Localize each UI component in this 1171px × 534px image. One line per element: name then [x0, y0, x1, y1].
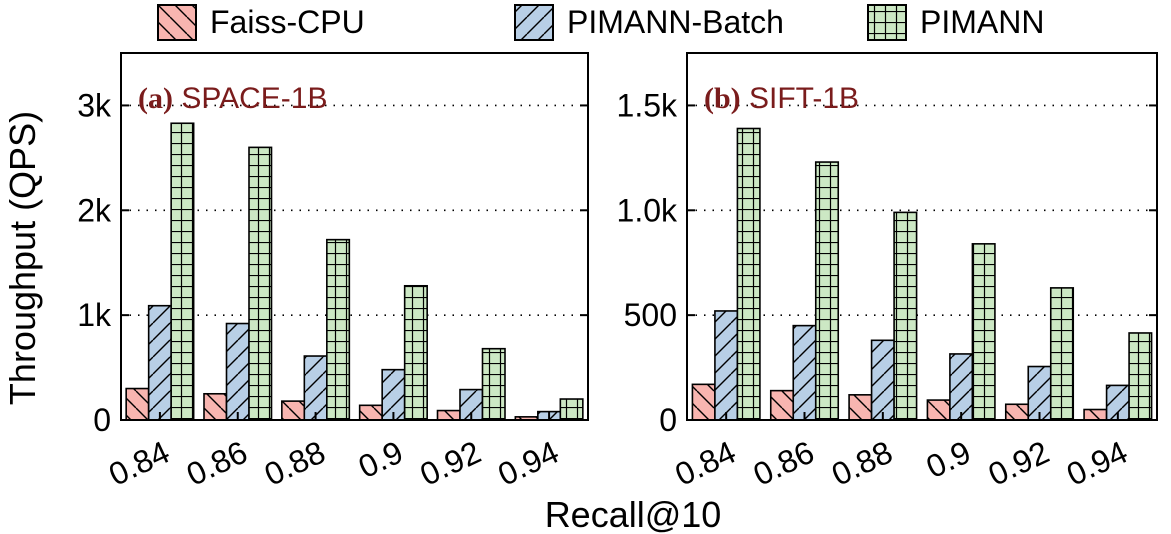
- bar-pimann-batch-0.84: [147, 304, 172, 421]
- x-tick-label-0.9: 0.9: [921, 434, 977, 485]
- x-tick-label-0.86: 0.86: [748, 434, 820, 493]
- bar-faiss-cpu-0.9: [358, 404, 383, 421]
- legend-swatch-pimann: [867, 4, 907, 41]
- bar-pimann-0.86: [814, 161, 840, 421]
- bar-pimann-0.84: [170, 122, 195, 421]
- bar-pimann-0.9: [971, 243, 996, 421]
- bar-pimann-batch-0.9: [949, 353, 974, 421]
- bar-pimann-0.88: [893, 211, 918, 421]
- y-axis-label: Throughput (QPS): [2, 111, 43, 405]
- bar-pimann-0.9: [403, 284, 428, 421]
- bar-faiss-cpu-0.92: [436, 409, 461, 421]
- bar-faiss-cpu-0.88: [281, 400, 306, 421]
- bar-faiss-cpu-0.84: [125, 387, 150, 421]
- panel-space-1b: 0 1k 2k 3k 0.84 0.86 0.88 0.9 0.92 0.94 (a) SPACE-…: [77, 52, 589, 493]
- x-tick-label-0.92: 0.92: [983, 434, 1055, 493]
- bar-pimann-batch-0.88: [870, 339, 895, 421]
- legend-label-pimann: PIMANN: [920, 4, 1044, 40]
- bar-pimann-0.92: [1049, 287, 1075, 421]
- bar-faiss-cpu-0.88: [848, 394, 873, 421]
- bar-faiss-cpu-0.9: [926, 399, 951, 421]
- y-tick-label-1: 500: [624, 297, 677, 333]
- panel-title-name: SPACE-1B: [173, 82, 328, 115]
- legend-item-pimann-batch: PIMANN-Batch: [514, 4, 784, 41]
- plot-frame: [686, 52, 1158, 421]
- bar-pimann-batch-0.86: [792, 324, 817, 421]
- bar-pimann-0.88: [326, 238, 351, 421]
- plot-frame: [120, 52, 589, 421]
- panel-sift-1b: 0 500 1.0k 1.5k 0.84 0.86 0.88 0.9 0.92 0.94 (b) S…: [617, 52, 1158, 493]
- y-tick-label-3: 1.5k: [617, 87, 678, 123]
- legend-label-faiss-cpu: Faiss-CPU: [210, 4, 365, 40]
- x-tick-label-0.94: 0.94: [1061, 434, 1133, 493]
- bar-pimann-batch-0.92: [1027, 365, 1052, 421]
- bar-pimann-0.92: [481, 347, 506, 421]
- bar-faiss-cpu-0.84: [691, 383, 716, 421]
- legend-swatch-pimann-batch: [514, 4, 554, 41]
- y-tick-label-3: 3k: [77, 87, 112, 123]
- panel-title: (a) SPACE-1B: [138, 82, 327, 115]
- y-tick-label-2: 1.0k: [617, 192, 678, 228]
- x-tick-label-0.88: 0.88: [259, 434, 331, 493]
- y-tick-label-1: 1k: [77, 297, 112, 333]
- bar-faiss-cpu-0.94: [1083, 408, 1108, 421]
- bar-pimann-0.86: [248, 146, 273, 421]
- y-tick-label-0: 0: [93, 402, 111, 438]
- x-tick-label-0.94: 0.94: [492, 434, 564, 493]
- bar-pimann-batch-0.86: [225, 322, 250, 421]
- bar-pimann-0.94: [1128, 332, 1153, 421]
- legend-item-pimann: PIMANN: [867, 4, 1044, 41]
- legend: Faiss-CPU PIMANN-Batch PIMANN: [157, 4, 1044, 41]
- y-tick-label-0: 0: [659, 402, 677, 438]
- y-tick-label-2: 2k: [77, 192, 112, 228]
- bar-faiss-cpu-0.86: [769, 389, 795, 421]
- bar-faiss-cpu-0.86: [203, 392, 228, 421]
- x-axis-label: Recall@10: [545, 494, 722, 534]
- legend-label-pimann-batch: PIMANN-Batch: [567, 4, 784, 40]
- bar-pimann-0.84: [736, 127, 761, 421]
- panel-title-name: SIFT-1B: [741, 82, 859, 115]
- x-tick-label-0.84: 0.84: [103, 434, 175, 493]
- x-tick-label-0.88: 0.88: [826, 434, 898, 493]
- panel-title-tag: (a): [138, 82, 173, 115]
- x-tick-label-0.84: 0.84: [669, 434, 741, 493]
- legend-swatch-faiss-cpu: [157, 4, 197, 41]
- x-tick-label-0.86: 0.86: [181, 434, 253, 493]
- legend-item-faiss-cpu: Faiss-CPU: [157, 4, 365, 41]
- bar-pimann-batch-0.84: [714, 310, 739, 421]
- bar-faiss-cpu-0.92: [1004, 403, 1030, 421]
- panel-title-tag: (b): [704, 82, 741, 115]
- x-tick-label-0.92: 0.92: [415, 434, 487, 493]
- bar-pimann-batch-0.88: [303, 355, 328, 421]
- bar-pimann-0.94: [559, 398, 584, 421]
- x-tick-label-0.9: 0.9: [353, 434, 409, 485]
- panel-title: (b) SIFT-1B: [704, 82, 859, 115]
